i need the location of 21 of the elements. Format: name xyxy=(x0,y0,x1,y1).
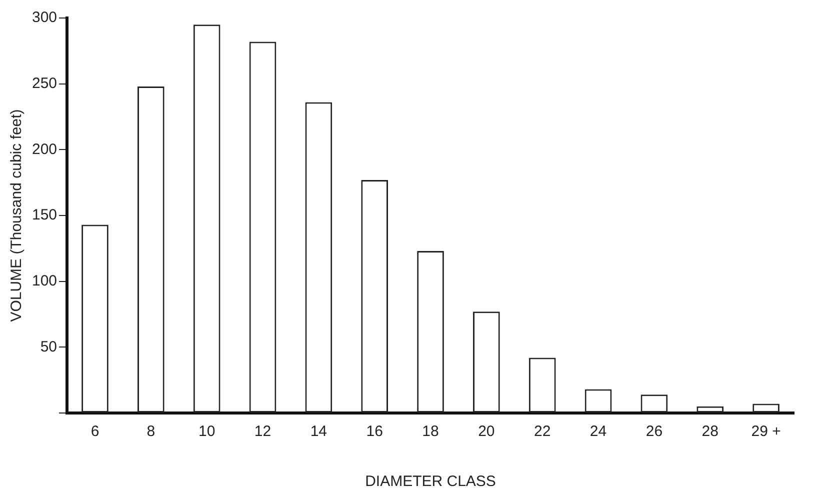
x-tick-label: 16 xyxy=(366,423,383,440)
x-tick-label: 12 xyxy=(254,423,272,440)
x-tick-label: 10 xyxy=(198,423,216,440)
y-tick-label: 250 xyxy=(32,74,58,92)
x-tick-label: 20 xyxy=(478,423,495,440)
y-tick-label: 300 xyxy=(32,9,58,26)
x-tick-label: 29 + xyxy=(751,423,782,440)
x-tick-label: 8 xyxy=(146,423,156,440)
y-tick-label: 50 xyxy=(40,338,58,356)
x-tick-label: 14 xyxy=(310,423,328,440)
y-axis-title: VOLUME (Thousand cubic feet) xyxy=(8,109,26,322)
x-tick-label: 24 xyxy=(590,423,607,440)
y-tick-label: 100 xyxy=(32,272,58,290)
x-tick-label: 6 xyxy=(90,423,100,440)
x-tick-label: 26 xyxy=(646,423,663,440)
x-tick-label: 28 xyxy=(702,423,718,440)
x-tick-label: 18 xyxy=(422,423,439,440)
y-tick-label: 200 xyxy=(32,140,58,158)
x-tick-label: 22 xyxy=(534,423,551,440)
y-tick-label: 150 xyxy=(32,206,58,224)
x-axis-title: DIAMETER CLASS xyxy=(365,473,496,490)
